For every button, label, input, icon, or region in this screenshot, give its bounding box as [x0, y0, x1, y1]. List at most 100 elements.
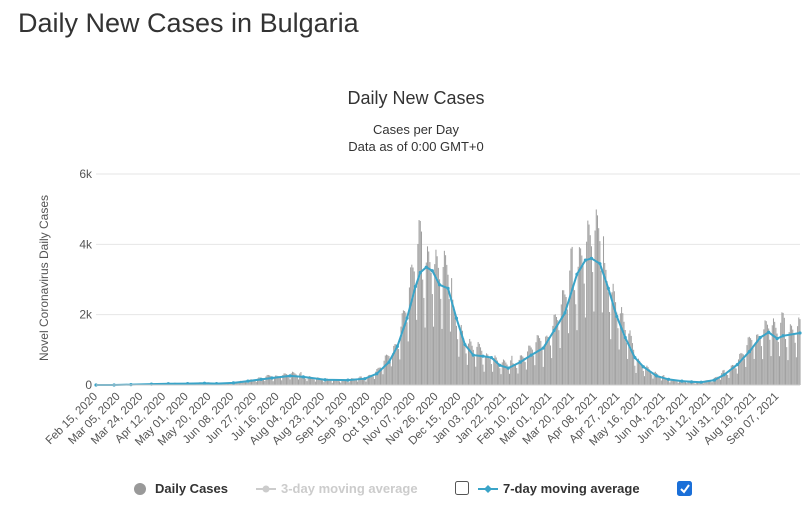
seven-day-average-point [387, 360, 391, 364]
daily-case-bar [241, 381, 243, 385]
daily-case-bar [741, 353, 743, 385]
chart-subtitle-line-2: Data as of 0:00 GMT+0 [348, 139, 483, 154]
daily-case-bar [258, 377, 260, 385]
daily-case-bar [396, 344, 398, 385]
daily-case-bar [733, 365, 735, 385]
daily-case-bar [637, 358, 639, 385]
daily-case-bar [372, 376, 374, 385]
daily-case-bar [734, 365, 736, 385]
daily-case-bar [785, 338, 787, 385]
daily-case-bar [449, 331, 451, 385]
daily-case-bar [418, 220, 420, 385]
daily-case-bar [387, 355, 389, 385]
daily-case-bar [650, 371, 652, 385]
daily-case-bar [686, 383, 688, 385]
daily-case-bar [436, 256, 438, 385]
daily-case-bar [486, 353, 488, 385]
seven-day-average-point [775, 336, 779, 341]
daily-case-bar [496, 360, 498, 385]
daily-case-bar [584, 317, 586, 385]
seven-day-average-point [430, 269, 434, 273]
seven-day-average-point [667, 377, 671, 381]
daily-case-bar [510, 360, 512, 385]
daily-case-bar [664, 378, 666, 385]
seven-day-average-point [598, 262, 602, 266]
daily-case-bar [536, 335, 538, 385]
daily-case-bar [428, 251, 430, 385]
legend-item-daily-cases[interactable]: Daily Cases [134, 481, 228, 496]
daily-case-bar [769, 339, 771, 385]
daily-case-bar [488, 356, 490, 385]
seven-day-average-point [529, 353, 533, 357]
daily-case-bar [265, 376, 267, 385]
checkmark-icon [680, 484, 690, 494]
daily-case-bar [668, 380, 670, 385]
daily-case-bar [782, 312, 784, 385]
daily-case-bar [560, 304, 562, 385]
seven-day-average-point [798, 331, 802, 335]
daily-case-bar [721, 373, 723, 385]
daily-case-bar [439, 279, 441, 385]
daily-case-bar [574, 290, 576, 385]
daily-case-bar [651, 374, 653, 385]
daily-case-bar [288, 376, 290, 385]
daily-case-bar [797, 326, 799, 385]
daily-case-bar [465, 353, 467, 385]
daily-case-bar [681, 380, 683, 385]
daily-case-bar [248, 380, 250, 385]
daily-case-bar [353, 378, 355, 385]
daily-case-bar [244, 381, 246, 385]
daily-case-bar [351, 378, 353, 385]
daily-case-bar [340, 382, 342, 385]
daily-case-bar [658, 375, 660, 385]
daily-case-bar [445, 255, 447, 385]
daily-case-bar [541, 348, 543, 385]
daily-case-bar [613, 291, 615, 385]
daily-case-bar [706, 380, 708, 385]
daily-case-bar [425, 262, 427, 385]
daily-case-bar [565, 297, 567, 385]
daily-case-bar [689, 380, 691, 385]
daily-case-bar [553, 314, 555, 385]
three-day-average-checkbox[interactable] [455, 481, 469, 495]
daily-case-bar [205, 383, 207, 385]
daily-case-bar [398, 349, 400, 385]
daily-case-bar [548, 338, 550, 385]
daily-case-bar [230, 383, 232, 385]
daily-case-bar [787, 360, 789, 385]
daily-case-bar [618, 349, 620, 385]
daily-case-bar [566, 309, 568, 385]
daily-case-bar [559, 348, 561, 385]
daily-case-bar [360, 376, 362, 385]
daily-case-bar [508, 373, 510, 385]
daily-case-bar [347, 381, 349, 385]
daily-case-bar [631, 343, 633, 385]
legend-item-3-day-average[interactable]: 3-day moving average [256, 481, 418, 496]
daily-case-bar [555, 317, 558, 385]
daily-case-bar [750, 338, 752, 385]
daily-case-bar [242, 381, 244, 385]
daily-case-bar [677, 382, 679, 385]
seven-day-average-point [654, 374, 659, 378]
daily-case-bar [401, 313, 403, 385]
daily-case-bar [511, 355, 513, 385]
daily-case-bar [775, 327, 777, 385]
seven-day-average-point [758, 335, 762, 340]
legend-item-7-day-average[interactable]: 7-day moving average [478, 481, 640, 496]
daily-case-bar [730, 365, 732, 385]
daily-case-bar [277, 376, 279, 385]
daily-case-bar [361, 379, 363, 385]
daily-case-bar [335, 379, 337, 385]
daily-case-bar [568, 333, 570, 385]
seven-day-average-point [583, 258, 588, 262]
daily-case-bar [521, 355, 523, 385]
seven-day-average-point [689, 380, 694, 384]
daily-case-bar [662, 375, 664, 385]
daily-case-bar [447, 274, 449, 385]
daily-case-bar [581, 255, 583, 385]
daily-case-bar [254, 380, 256, 385]
daily-case-bar [646, 365, 648, 385]
seven-day-average-point [506, 366, 510, 370]
daily-case-bar [534, 365, 536, 385]
seven-day-average-checkbox[interactable] [677, 481, 692, 496]
